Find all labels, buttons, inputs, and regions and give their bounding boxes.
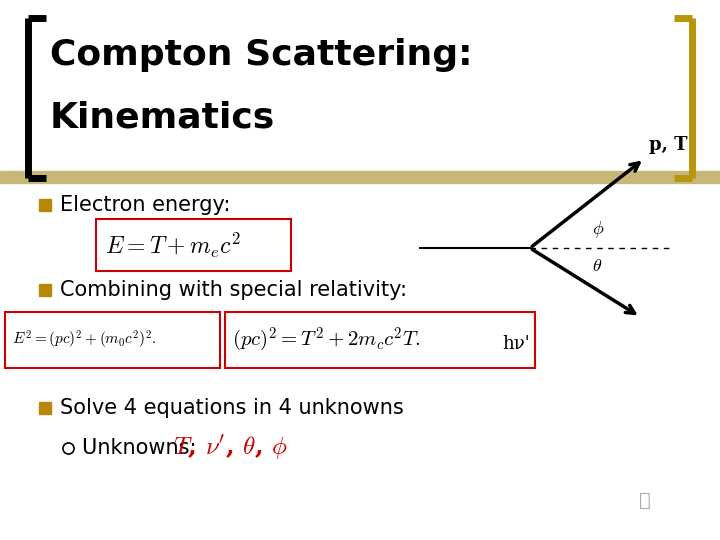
Text: Combining with special relativity:: Combining with special relativity:: [60, 280, 407, 300]
Bar: [225, 312, 535, 368]
Text: $\mathit{T}$, $\mathit{\nu'}$, $\mathit{\theta}$, $\mathit{\phi}$: $\mathit{T}$, $\mathit{\nu'}$, $\mathit{…: [173, 434, 288, 462]
Text: hν': hν': [502, 335, 530, 353]
Text: $\phi$: $\phi$: [592, 219, 604, 240]
Text: Solve 4 equations in 4 unknowns: Solve 4 equations in 4 unknowns: [60, 398, 404, 418]
Text: Compton Scattering:: Compton Scattering:: [50, 38, 472, 72]
Text: p, T: p, T: [649, 136, 688, 154]
Text: $\theta$: $\theta$: [592, 257, 602, 275]
Text: Electron energy:: Electron energy:: [60, 195, 230, 215]
Text: $(pc)^2 = T^2 + 2m_c c^2 T.$: $(pc)^2 = T^2 + 2m_c c^2 T.$: [232, 326, 420, 354]
Text: $E = T + m_e c^2$: $E = T + m_e c^2$: [105, 231, 240, 260]
Text: Kinematics: Kinematics: [50, 100, 275, 134]
Bar: [0, 171, 720, 183]
Text: $E^2 = (pc)^2 + (m_0 c^2)^2.$: $E^2 = (pc)^2 + (m_0 c^2)^2.$: [12, 329, 156, 351]
Bar: [96, 219, 291, 271]
Text: 🔊: 🔊: [639, 490, 651, 510]
Text: Unknowns:: Unknowns:: [82, 438, 203, 458]
Bar: [5, 312, 220, 368]
